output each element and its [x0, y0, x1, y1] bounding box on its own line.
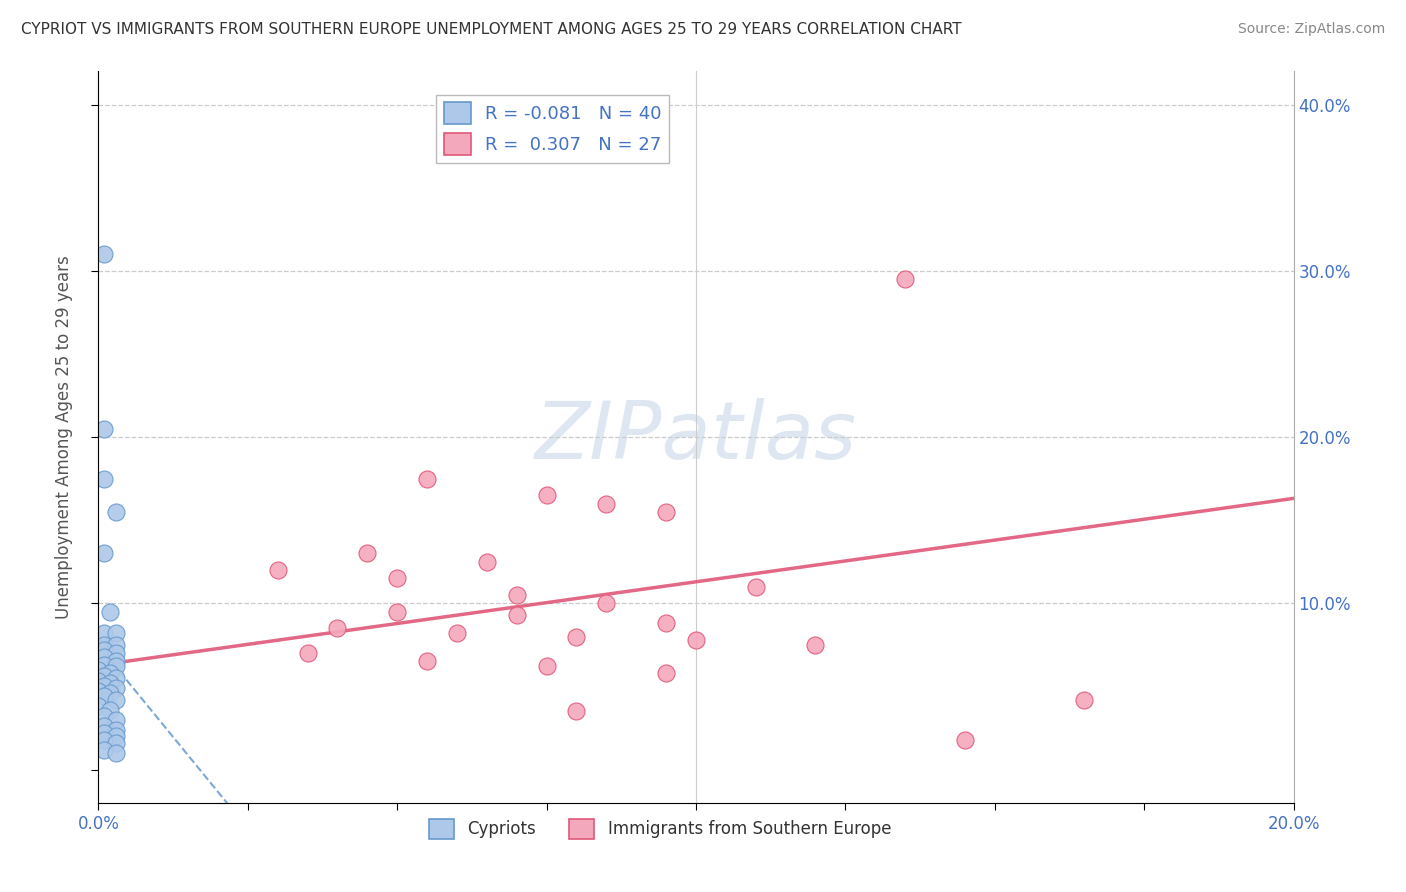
Point: [93, 680, 115, 694]
Point: [98, 605, 122, 619]
Point: [385, 571, 409, 585]
Point: [565, 705, 588, 719]
Point: [655, 616, 678, 631]
Point: [536, 659, 558, 673]
Point: [105, 626, 128, 640]
Point: [93, 643, 115, 657]
Point: [93, 657, 115, 672]
Point: [356, 546, 378, 560]
Point: [953, 732, 976, 747]
Point: [93, 726, 115, 740]
Point: [475, 555, 498, 569]
Point: [93, 742, 115, 756]
Point: [98, 686, 122, 700]
Point: [416, 472, 439, 486]
Point: [87, 663, 110, 677]
Point: [804, 638, 827, 652]
Point: [595, 596, 617, 610]
Point: [655, 505, 678, 519]
Point: [105, 505, 128, 519]
Point: [326, 621, 349, 635]
Point: [93, 732, 115, 747]
Point: [93, 709, 115, 723]
Text: Source: ZipAtlas.com: Source: ZipAtlas.com: [1237, 22, 1385, 37]
Point: [105, 638, 128, 652]
Point: [105, 655, 128, 669]
Point: [536, 488, 558, 502]
Point: [105, 659, 128, 673]
Point: [105, 671, 128, 685]
Point: [385, 605, 409, 619]
Point: [93, 472, 115, 486]
Text: CYPRIOT VS IMMIGRANTS FROM SOUTHERN EUROPE UNEMPLOYMENT AMONG AGES 25 TO 29 YEAR: CYPRIOT VS IMMIGRANTS FROM SOUTHERN EURO…: [21, 22, 962, 37]
Point: [655, 666, 678, 681]
Point: [1073, 692, 1095, 706]
Y-axis label: Unemployment Among Ages 25 to 29 years: Unemployment Among Ages 25 to 29 years: [55, 255, 73, 619]
Point: [105, 729, 128, 743]
Point: [105, 681, 128, 695]
Point: [416, 655, 439, 669]
Point: [93, 719, 115, 733]
Point: [685, 632, 707, 647]
Point: [894, 272, 917, 286]
Point: [87, 684, 110, 698]
Point: [98, 676, 122, 690]
Point: [98, 666, 122, 681]
Legend: Cypriots, Immigrants from Southern Europe: Cypriots, Immigrants from Southern Europ…: [422, 812, 898, 846]
Point: [105, 736, 128, 750]
Point: [565, 630, 588, 644]
Point: [93, 690, 115, 704]
Point: [105, 692, 128, 706]
Point: [506, 588, 529, 602]
Point: [93, 422, 115, 436]
Point: [87, 699, 110, 714]
Point: [105, 723, 128, 737]
Point: [297, 646, 319, 660]
Point: [595, 497, 617, 511]
Point: [93, 649, 115, 664]
Point: [93, 626, 115, 640]
Point: [98, 703, 122, 717]
Point: [506, 607, 529, 622]
Point: [93, 669, 115, 683]
Point: [87, 674, 110, 689]
Point: [105, 713, 128, 727]
Point: [105, 746, 128, 760]
Point: [267, 563, 290, 577]
Point: [446, 626, 468, 640]
Point: [93, 247, 115, 261]
Text: ZIPatlas: ZIPatlas: [534, 398, 858, 476]
Point: [105, 646, 128, 660]
Point: [93, 546, 115, 560]
Point: [93, 638, 115, 652]
Point: [745, 580, 768, 594]
